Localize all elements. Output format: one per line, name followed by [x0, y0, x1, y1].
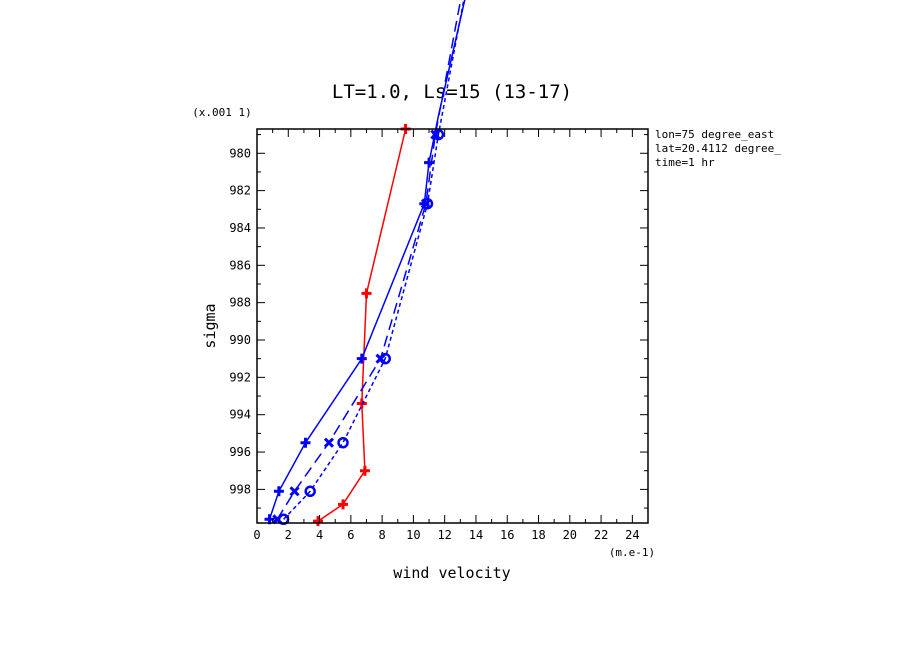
data-point: [289, 486, 300, 497]
series-line: [268, 0, 466, 520]
x-tick-label: 8: [379, 528, 386, 542]
x-tick-label: 2: [285, 528, 292, 542]
data-point: [312, 516, 323, 527]
series-line: [283, 0, 465, 520]
data-point: [338, 499, 349, 510]
series-layer: [264, 0, 466, 527]
y-tick-label: 984: [229, 221, 251, 235]
data-point: [379, 352, 391, 365]
x-tick-label: 22: [594, 528, 608, 542]
annotation-time: time=1 hr: [655, 156, 715, 169]
y-tick-label: 994: [229, 408, 251, 422]
y-tick-label: 988: [229, 296, 251, 310]
metadata-annotations: lon=75 degree_east lat=20.4112 degree_ t…: [655, 128, 781, 169]
x-tick-label: 12: [437, 528, 451, 542]
series-2: [264, 0, 466, 525]
data-point: [337, 436, 349, 449]
data-point: [300, 437, 311, 448]
data-point: [356, 353, 367, 364]
y-tick-label: 992: [229, 370, 251, 384]
x-tick-label: 0: [253, 528, 260, 542]
y-tick-label: 986: [229, 258, 251, 272]
x-tick-label: 20: [563, 528, 577, 542]
y-tick-label: 998: [229, 482, 251, 496]
series-1: [312, 124, 411, 527]
data-point: [421, 197, 434, 210]
x-tick-label: 18: [531, 528, 545, 542]
x-tick-label: 16: [500, 528, 514, 542]
x-tick-label: 24: [625, 528, 639, 542]
x-tick-label: 10: [406, 528, 420, 542]
data-point: [304, 485, 316, 498]
data-point: [424, 157, 435, 168]
data-point: [323, 437, 335, 448]
annotation-lon: lon=75 degree_east: [655, 128, 774, 141]
y-unit-label: (x.001 1): [192, 106, 252, 119]
axis-ticks: 0 2 4 6 8 10 12 14 16 18 20 22 249809829849869889909…: [229, 129, 649, 542]
x-tick-label: 4: [316, 528, 323, 542]
x-axis-title: wind velocity: [393, 564, 510, 582]
y-tick-label: 990: [229, 333, 251, 347]
series-line: [317, 128, 407, 522]
data-point: [430, 129, 441, 140]
y-tick-label: 980: [229, 146, 251, 160]
y-tick-label: 996: [229, 445, 251, 459]
series-4: [277, 0, 465, 526]
x-tick-label: 6: [347, 528, 354, 542]
x-tick-label: 14: [469, 528, 483, 542]
y-tick-label: 982: [229, 184, 251, 198]
chart-title: LT=1.0, Ls=15 (13-17): [332, 81, 572, 103]
data-point: [273, 486, 284, 497]
data-point: [359, 465, 370, 476]
data-point: [361, 288, 372, 299]
data-point: [432, 128, 445, 141]
x-unit-label: (m.e-1): [609, 546, 655, 559]
plot-frame: [256, 128, 649, 524]
series-3: [272, 0, 462, 525]
annotation-lat: lat=20.4112 degree_: [655, 142, 781, 155]
y-axis-title: sigma: [201, 303, 219, 348]
data-point: [356, 398, 367, 409]
